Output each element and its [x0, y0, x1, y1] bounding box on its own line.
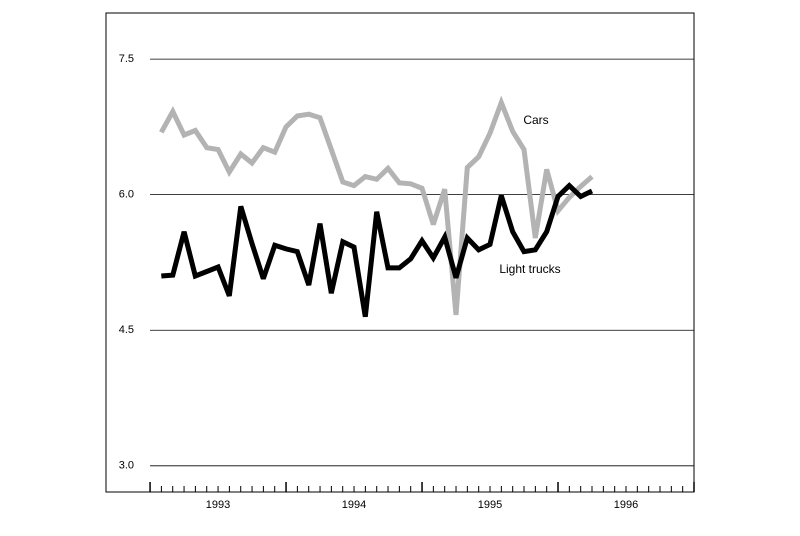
series-label: Light trucks: [499, 262, 560, 276]
series-line: [159, 95, 594, 316]
plot-frame: [105, 12, 695, 493]
y-tick-label: 7.5: [119, 53, 134, 65]
x-tick-label: 1996: [614, 499, 638, 511]
series-line: [161, 182, 594, 318]
series-label: Cars: [523, 113, 548, 127]
x-tick-label: 1994: [342, 499, 366, 511]
y-tick-label: 6.0: [119, 189, 134, 201]
y-tick-label: 3.0: [119, 460, 134, 472]
x-tick-label: 1993: [206, 499, 230, 511]
y-tick-label: 4.5: [119, 324, 134, 336]
x-tick-label: 1995: [478, 499, 502, 511]
